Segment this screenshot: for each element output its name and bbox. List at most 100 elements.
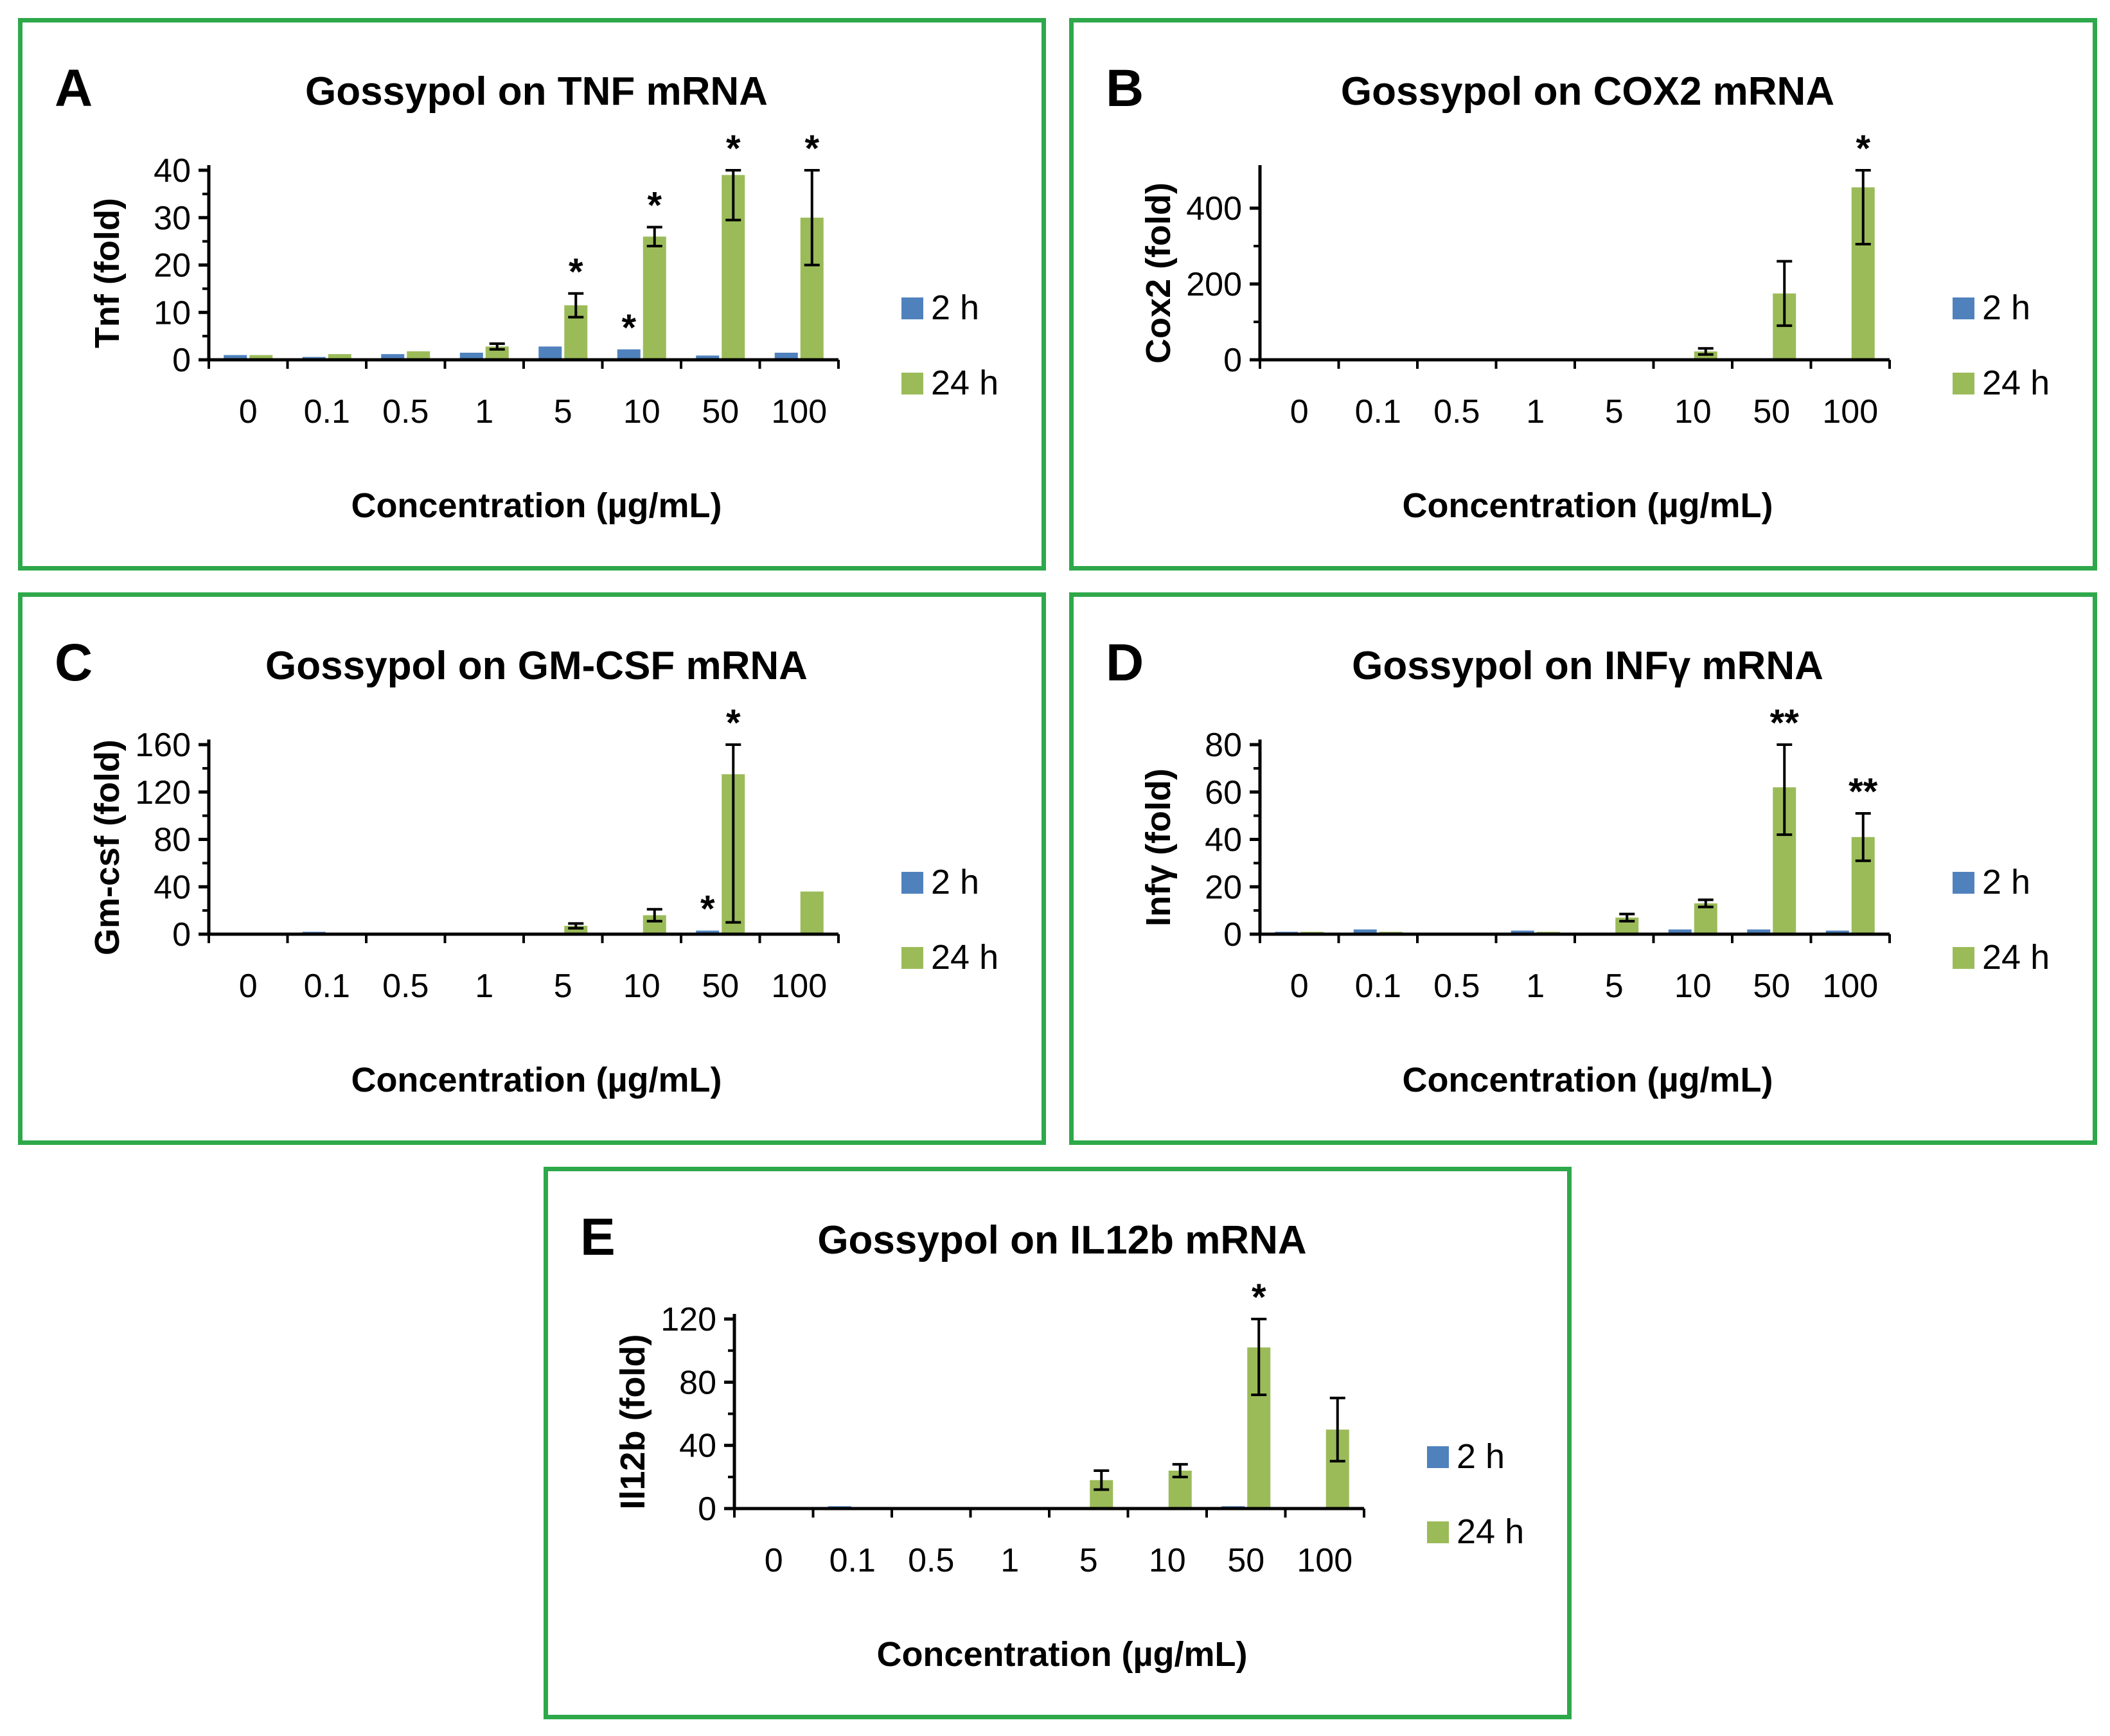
plot-area: * xyxy=(724,1277,1365,1518)
x-tick-label: 100 xyxy=(1822,968,1878,1005)
significance-marker: * xyxy=(804,128,819,170)
x-tick-label: 1 xyxy=(1526,393,1545,430)
bar-2h xyxy=(696,355,720,360)
x-tick-label: 0.1 xyxy=(304,393,350,430)
legend-label-2h: 2 h xyxy=(931,288,979,327)
chart-title: Gossypol on IL12b mRNA xyxy=(817,1218,1306,1262)
y-tick-labels: 0 200 400 xyxy=(1186,190,1242,379)
bar-2h xyxy=(1511,930,1534,934)
legend-label-24h: 24 h xyxy=(1982,938,2050,977)
legend-label-2h: 2 h xyxy=(1457,1437,1505,1476)
x-tick-labels: 0 0.1 0.5 1 5 10 50 100 xyxy=(1290,968,1878,1005)
x-tick-labels: 0 0.1 0.5 1 5 10 50 100 xyxy=(765,1542,1352,1579)
y-tick-label: 0 xyxy=(698,1491,716,1528)
legend-label-24h: 24 h xyxy=(1457,1512,1524,1551)
x-tick-label: 50 xyxy=(1753,393,1790,430)
y-tick-label: 80 xyxy=(1205,727,1242,764)
x-tick-label: 0.1 xyxy=(829,1542,876,1579)
x-tick-label: 0.5 xyxy=(908,1542,954,1579)
significance-marker: * xyxy=(1252,1277,1266,1318)
x-tick-label: 10 xyxy=(1149,1542,1186,1579)
x-tick-label: 100 xyxy=(771,393,827,430)
y-tick-label: 20 xyxy=(1205,869,1242,906)
legend-swatch-2h xyxy=(1427,1446,1449,1468)
y-tick-label: 80 xyxy=(679,1364,716,1401)
x-tick-label: 0.5 xyxy=(382,968,429,1005)
panel-e: E Gossypol on IL12b mRNA Il12b (fold) Co… xyxy=(544,1167,1572,1719)
chart-e-svg: E Gossypol on IL12b mRNA Il12b (fold) Co… xyxy=(580,1208,1524,1674)
x-tick-label: 1 xyxy=(1000,1542,1019,1579)
x-tick-label: 5 xyxy=(554,968,572,1005)
panel-letter: D xyxy=(1106,633,1144,692)
x-tick-label: 5 xyxy=(1605,393,1624,430)
y-tick-labels: 0 40 80 120 xyxy=(660,1301,716,1528)
plot-area: * * * * * xyxy=(199,128,840,369)
chart-d-svg: D Gossypol on INFγ mRNA Infγ (fold) Conc… xyxy=(1106,633,2050,1099)
legend: 2 h 24 h xyxy=(901,288,998,402)
panel-b: B Gossypol on COX2 mRNA Cox2 (fold) Conc… xyxy=(1069,18,2097,571)
y-tick-label: 120 xyxy=(135,774,191,811)
significance-marker: * xyxy=(726,128,741,170)
bar-2h xyxy=(224,355,247,360)
legend-label-2h: 2 h xyxy=(931,863,979,901)
x-tick-label: 0.5 xyxy=(382,393,429,430)
y-tick-label: 20 xyxy=(154,247,191,285)
x-tick-label: 0.5 xyxy=(1433,968,1480,1005)
x-axis-label: Concentration (µg/mL) xyxy=(351,1061,722,1099)
significance-marker: ** xyxy=(1770,702,1800,744)
x-tick-label: 50 xyxy=(1753,968,1790,1005)
x-tick-label: 10 xyxy=(623,393,660,430)
y-tick-label: 40 xyxy=(154,869,191,906)
x-tick-label: 1 xyxy=(475,393,493,430)
significance-marker: * xyxy=(1856,128,1870,170)
x-tick-label: 0.5 xyxy=(1433,393,1480,430)
legend-label-2h: 2 h xyxy=(1982,863,2030,901)
x-tick-label: 50 xyxy=(702,393,739,430)
significance-marker: * xyxy=(726,702,741,744)
x-tick-label: 10 xyxy=(1674,968,1712,1005)
legend-swatch-24h xyxy=(901,373,923,394)
y-tick-label: 0 xyxy=(1223,342,1242,379)
legend-swatch-2h xyxy=(901,872,923,894)
legend-swatch-24h xyxy=(1953,947,1974,969)
legend-label-24h: 24 h xyxy=(1982,364,2050,402)
legend-swatch-2h xyxy=(1953,872,1974,894)
bar-24h xyxy=(800,891,824,934)
y-tick-label: 0 xyxy=(172,916,191,953)
x-tick-labels: 0 0.1 0.5 1 5 10 50 100 xyxy=(239,393,827,430)
y-tick-label: 120 xyxy=(660,1301,716,1338)
x-tick-label: 100 xyxy=(1297,1542,1352,1579)
x-tick-label: 5 xyxy=(1079,1542,1098,1579)
x-tick-label: 0 xyxy=(239,968,258,1005)
legend: 2 h 24 h xyxy=(901,863,998,977)
x-tick-label: 0 xyxy=(239,393,258,430)
significance-marker: * xyxy=(647,185,662,227)
x-tick-label: 0 xyxy=(1290,393,1309,430)
bar-2h xyxy=(1353,929,1377,934)
chart-title: Gossypol on GM-CSF mRNA xyxy=(265,644,808,688)
legend: 2 h 24 h xyxy=(1427,1437,1524,1551)
legend-swatch-2h xyxy=(1953,297,1974,319)
x-tick-label: 0 xyxy=(1290,968,1309,1005)
y-tick-label: 400 xyxy=(1186,190,1242,227)
legend-label-24h: 24 h xyxy=(931,938,998,977)
y-tick-label: 40 xyxy=(679,1428,716,1465)
legend-swatch-24h xyxy=(1953,373,1974,394)
bar-2h xyxy=(1668,929,1692,934)
x-tick-label: 50 xyxy=(702,968,739,1005)
y-tick-labels: 0 10 20 30 40 xyxy=(154,152,191,379)
legend-swatch-2h xyxy=(901,297,923,319)
y-tick-labels: 0 20 40 60 80 xyxy=(1205,727,1242,953)
y-tick-label: 80 xyxy=(154,822,191,859)
plot-area: ** xyxy=(199,702,840,943)
x-tick-labels: 0 0.1 0.5 1 5 10 50 100 xyxy=(1290,393,1878,430)
plot-area: ** ** xyxy=(1250,702,1891,943)
chart-title: Gossypol on INFγ mRNA xyxy=(1352,644,1823,688)
chart-b-svg: B Gossypol on COX2 mRNA Cox2 (fold) Conc… xyxy=(1106,59,2050,525)
x-tick-label: 0.1 xyxy=(304,968,350,1005)
x-tick-label: 5 xyxy=(554,393,572,430)
bar-2h xyxy=(774,352,798,360)
legend-label-24h: 24 h xyxy=(931,364,998,402)
y-tick-label: 200 xyxy=(1186,266,1242,303)
chart-title: Gossypol on COX2 mRNA xyxy=(1341,69,1834,114)
